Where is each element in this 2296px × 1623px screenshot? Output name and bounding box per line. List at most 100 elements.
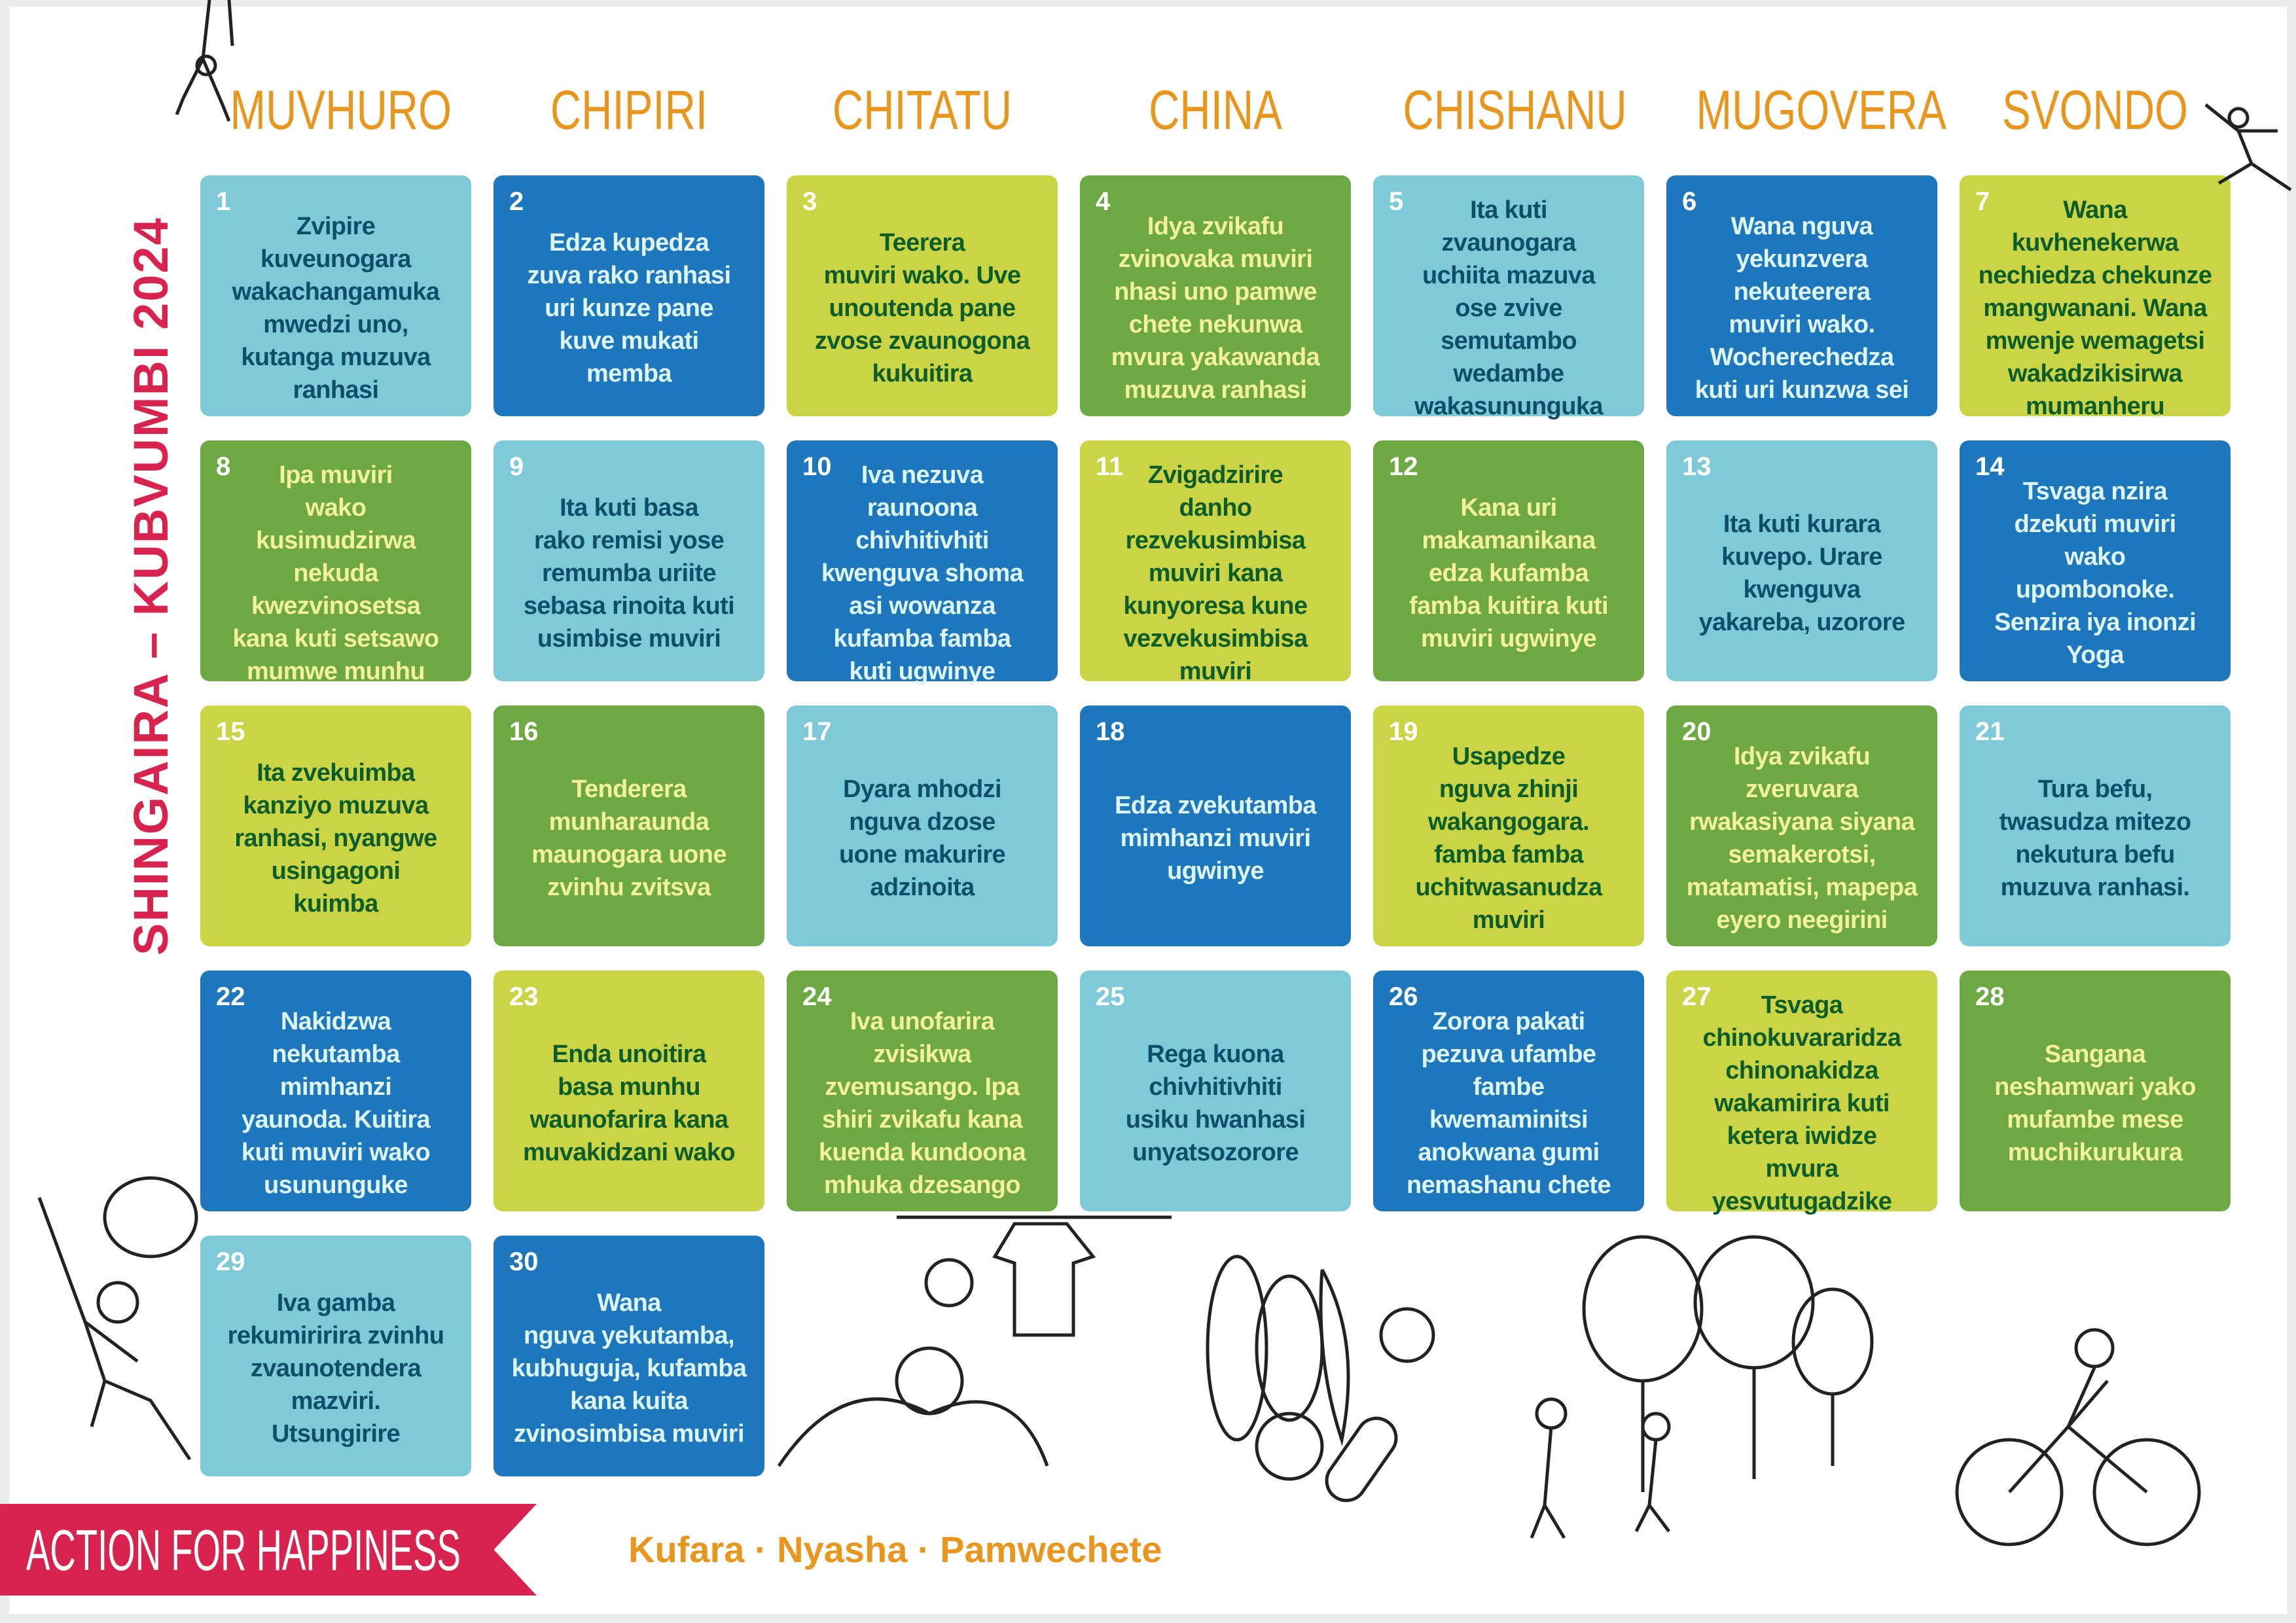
day-header-muvhuro: MUVHURO <box>230 79 452 141</box>
day-activity: Idya zvikafu zvinovaka muviri nhasi uno … <box>1111 213 1320 404</box>
day-activity: Zvigadzirire danho rezvekusimbisa muviri… <box>1123 461 1308 685</box>
day-header-svondo: SVONDO <box>2002 79 2188 141</box>
calendar-day-27: 27 Tsvaga chinokuvararidza chinonakidza w… <box>1666 971 1937 1215</box>
day-number: 8 <box>216 452 231 481</box>
day-activity: Wana nguva yekunzvera nekuteerera muviri… <box>1695 213 1909 404</box>
calendar-day-25: 25 Rega kuona chivhitivhiti usiku hwanhas… <box>1080 971 1351 1211</box>
day-activity: Dyara mhodzi nguva dzose uone makurire a… <box>838 776 1006 901</box>
day-header-chitatu: CHITATU <box>832 79 1013 141</box>
day-header-chishanu: CHISHANU <box>1403 79 1627 141</box>
day-activity: Nakidzwa nekutamba mimhanzi yaunoda. Kui… <box>241 1008 431 1199</box>
cyclist-illustration <box>1937 1322 2212 1558</box>
day-number: 6 <box>1682 187 1697 216</box>
day-number: 25 <box>1096 982 1125 1011</box>
calendar-day-23: 23 Enda unoitira basa munhu waunofarira k… <box>493 971 764 1211</box>
day-activity: Enda unoitira basa munhu waunofarira kan… <box>522 1041 736 1166</box>
calendar-day-10: 10 Iva nezuva raunoona chivhitivhiti kwen… <box>787 440 1058 685</box>
day-activity: Edza zvekutamba mimhanzi muviri ugwinye <box>1115 792 1316 885</box>
day-activity: Sangana neshamwari yako mufambe mese muc… <box>1994 1041 2196 1166</box>
tagline: Kufara · Nyasha · Pamwechete <box>628 1529 1162 1570</box>
day-number: 22 <box>216 982 245 1011</box>
calendar-day-24: 24 Iva unofarira zvisikwa zvemusango. Ipa… <box>787 971 1058 1211</box>
calendar-title: SHINGAIRA – KUBVUMBI 2024 <box>124 217 178 955</box>
calendar-day-18: 18 Edza zvekutamba mimhanzi muviri ugwiny… <box>1080 705 1351 946</box>
day-activity: Usapedze nguva zhinji wakangogara. famba… <box>1415 743 1602 934</box>
day-activity: Ipa muviri wako kusimudzirwa nekuda kwez… <box>232 461 439 685</box>
yoga-person-illustration <box>2179 92 2296 203</box>
day-number: 14 <box>1975 452 2005 481</box>
day-activity: Tsvaga chinokuvararidza chinonakidza wak… <box>1702 991 1902 1215</box>
day-activity: Wana nguva yekutamba, kubhuguja, kufamba… <box>511 1289 747 1448</box>
day-activity: Teerera muviri wako. Uve unoutenda pane … <box>814 229 1030 387</box>
day-activity: Kana uri makamanikana edza kufamba famba… <box>1409 494 1608 652</box>
calendar-day-26: 26 Zorora pakati pezuva ufambe fambe kwem… <box>1373 971 1644 1211</box>
calendar-day-8: 8 Ipa muviri wako kusimudzirwa nekuda kwe… <box>200 440 471 685</box>
day-activity: Tenderera munharaunda maunogara uone zvi… <box>531 776 726 901</box>
day-activity: Rega kuona chivhitivhiti usiku hwanhasi … <box>1125 1041 1306 1166</box>
hanging-person-illustration <box>164 0 268 131</box>
day-activity: Idya zvikafu zveruvara rwakasiyana siyan… <box>1686 743 1918 934</box>
day-activity: Tura befu, twasudza mitezo nekutura befu… <box>1999 776 2192 901</box>
calendar-day-2: 2 Edza kupedza zuva rako ranhasi uri kunz… <box>493 175 764 416</box>
day-number: 21 <box>1975 717 2005 746</box>
brand-banner: ACTION FOR HAPPINESS <box>0 1504 537 1596</box>
calendar-day-20: 20 Idya zvikafu zveruvara rwakasiyana siy… <box>1666 705 1937 946</box>
fruit-vegetables-illustration <box>1191 1243 1466 1505</box>
day-number: 20 <box>1682 717 1712 746</box>
day-number: 24 <box>802 982 832 1011</box>
day-activity: Edza kupedza zuva rako ranhasi uri kunze… <box>527 229 731 387</box>
day-activity: Iva unofarira zvisikwa zvemusango. Ipa s… <box>818 1008 1026 1199</box>
day-number: 13 <box>1682 452 1712 481</box>
day-number: 23 <box>509 982 539 1011</box>
day-number: 28 <box>1975 982 2005 1011</box>
day-number: 3 <box>802 187 817 216</box>
day-number: 10 <box>802 452 832 481</box>
day-activity: Ita zvekuimba kanziyo muzuva ranhasi, ny… <box>234 759 437 918</box>
day-number: 19 <box>1389 717 1418 746</box>
brand-name: ACTION FOR HAPPINESS <box>26 1518 461 1582</box>
calendar-day-7: 7 Wana kuvhenekerwa nechiedza chekunze ma… <box>1960 175 2231 420</box>
calendar-day-9: 9 Ita kuti basa rako remisi yose remumba … <box>493 440 764 681</box>
calendar-day-15: 15 Ita zvekuimba kanziyo muzuva ranhasi, … <box>200 705 471 946</box>
day-activity: Iva gamba rekumiririra zvinhu zvaunotend… <box>227 1289 444 1448</box>
day-number: 30 <box>509 1247 539 1276</box>
day-number: 12 <box>1389 452 1418 481</box>
calendar-day-14: 14 Tsvaga nzira dzekuti muviri wako upomb… <box>1960 440 2231 681</box>
calendar-day-5: 5 Ita kuti zvaunogara uchiita mazuva ose … <box>1373 175 1644 420</box>
day-number: 9 <box>509 452 524 481</box>
day-header-chipiri: CHIPIRI <box>550 79 708 141</box>
day-number: 5 <box>1389 187 1404 216</box>
day-activity: Ita kuti basa rako remisi yose remumba u… <box>523 494 735 652</box>
calendar-day-12: 12 Kana uri makamanikana edza kufamba fam… <box>1373 440 1644 681</box>
family-laundry-illustration <box>766 1204 1185 1486</box>
calendar-day-30: 30 Wana nguva yekutamba, kubhuguja, kufam… <box>493 1236 764 1476</box>
day-number: 15 <box>216 717 245 746</box>
day-number: 29 <box>216 1247 245 1276</box>
calendar-day-4: 4 Idya zvikafu zvinovaka muviri nhasi uno… <box>1080 175 1351 416</box>
calendar-day-3: 3 Teerera muviri wako. Uve unoutenda pane… <box>787 175 1058 416</box>
day-header-mugovera: MUGOVERA <box>1696 79 1946 141</box>
day-header-china: CHINA <box>1149 79 1282 141</box>
calendar-day-28: 28 Sangana neshamwari yako mufambe mese m… <box>1960 971 2231 1211</box>
day-number: 26 <box>1389 982 1418 1011</box>
calendar-day-6: 6 Wana nguva yekunzvera nekuteerera muvir… <box>1666 175 1937 416</box>
day-number: 1 <box>216 187 231 216</box>
calendar-day-11: 11 Zvigadzirire danho rezvekusimbisa muvi… <box>1080 440 1351 685</box>
day-number: 17 <box>802 717 832 746</box>
calendar-day-13: 13 Ita kuti kurara kuvepo. Urare kwenguva… <box>1666 440 1937 681</box>
day-activity: Wana kuvhenekerwa nechiedza chekunze man… <box>1978 196 2212 420</box>
day-activity: Tsvaga nzira dzekuti muviri wako upombon… <box>1994 478 2197 669</box>
day-number: 2 <box>509 187 524 216</box>
day-number: 18 <box>1096 717 1125 746</box>
child-balloon-illustration <box>20 1165 203 1479</box>
day-number: 27 <box>1682 982 1712 1011</box>
calendar-day-29: 29 Iva gamba rekumiririra zvinhu zvaunote… <box>200 1236 471 1476</box>
calendar-day-16: 16 Tenderera munharaunda maunogara uone z… <box>493 705 764 946</box>
day-number: 7 <box>1975 187 1990 216</box>
calendar-day-19: 19 Usapedze nguva zhinji wakangogara. fam… <box>1373 705 1644 946</box>
day-activity: Ita kuti zvaunogara uchiita mazuva ose z… <box>1414 196 1603 420</box>
day-activity: Zorora pakati pezuva ufambe fambe kwemam… <box>1407 1008 1611 1199</box>
day-activity: Zvipire kuveunogara wakachangamuka mwedz… <box>232 213 440 404</box>
calendar-day-1: 1 Zvipire kuveunogara wakachangamuka mwed… <box>200 175 471 416</box>
day-number: 4 <box>1096 187 1111 216</box>
